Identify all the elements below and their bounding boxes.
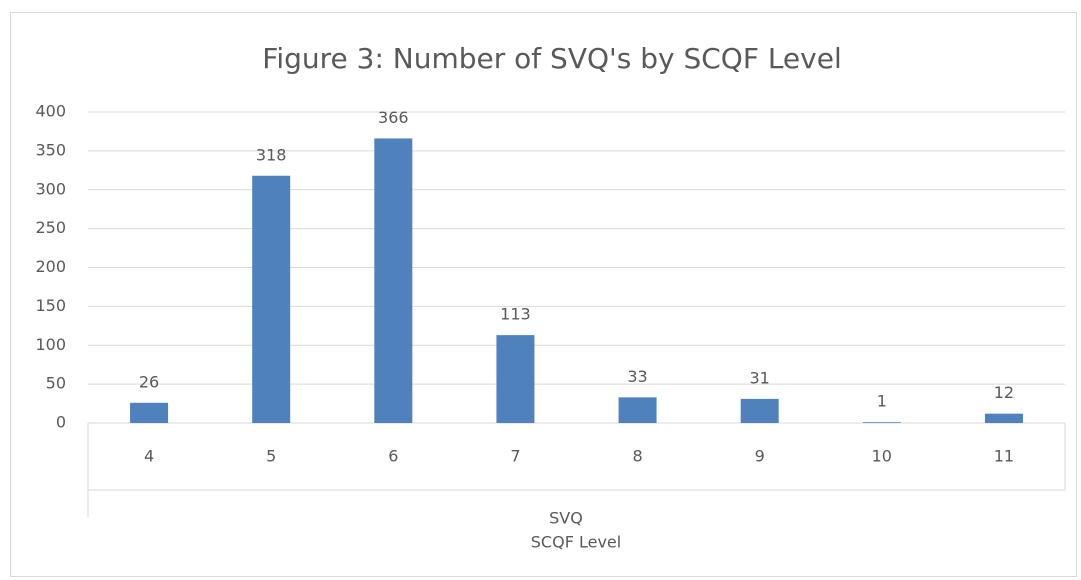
y-tick-label: 350 [35, 140, 66, 159]
bar [496, 335, 535, 423]
x-axis-label: SCQF Level [531, 533, 621, 552]
x-tick-label: 9 [755, 447, 765, 466]
y-tick-label: 0 [56, 413, 66, 432]
x-group-label: SVQ [549, 509, 583, 528]
data-label: 33 [627, 367, 647, 386]
data-label: 12 [994, 383, 1014, 402]
bar [740, 398, 779, 423]
bar [618, 397, 657, 423]
bar [984, 413, 1023, 423]
y-tick-label: 200 [35, 257, 66, 276]
data-label: 366 [378, 108, 409, 127]
data-label: 318 [256, 145, 287, 164]
y-tick-label: 400 [35, 102, 66, 121]
x-tick-label: 5 [266, 447, 276, 466]
x-tick-label: 4 [144, 447, 154, 466]
x-tick-label: 10 [872, 447, 892, 466]
x-tick-label: 8 [632, 447, 642, 466]
data-label: 31 [750, 368, 770, 387]
x-tick-label: 6 [388, 447, 398, 466]
y-tick-label: 150 [35, 296, 66, 315]
x-tick-label: 11 [994, 447, 1014, 466]
bar [862, 422, 901, 423]
data-label: 1 [877, 392, 887, 411]
y-tick-label: 250 [35, 218, 66, 237]
bar [130, 402, 169, 423]
x-tick-label: 7 [510, 447, 520, 466]
y-tick-label: 100 [35, 335, 66, 354]
data-label: 26 [139, 372, 159, 391]
bar [374, 138, 413, 423]
data-label: 113 [500, 305, 531, 324]
y-tick-label: 300 [35, 179, 66, 198]
y-tick-label: 50 [46, 374, 66, 393]
bar [252, 175, 291, 423]
chart-border [10, 12, 1077, 577]
chart-title: Figure 3: Number of SVQ's by SCQF Level [262, 42, 841, 75]
